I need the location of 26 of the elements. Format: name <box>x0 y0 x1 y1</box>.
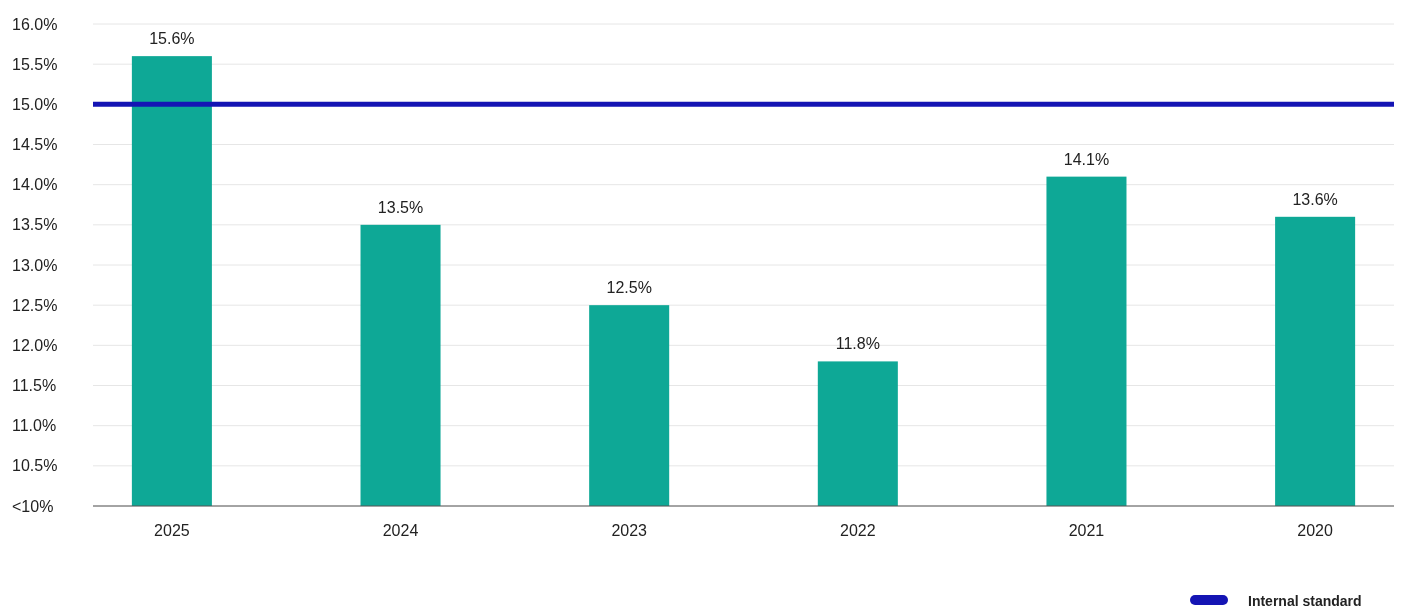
x-tick-label: 2020 <box>1297 522 1334 539</box>
x-tick-label: 2025 <box>154 522 190 539</box>
y-tick-label: 14.0% <box>12 176 58 194</box>
y-tick-label: 11.5% <box>12 377 57 395</box>
data-label: 12.5% <box>606 279 652 297</box>
data-label: 13.6% <box>1292 190 1338 208</box>
y-tick-label: 14.5% <box>12 136 58 154</box>
y-tick-label: 16.0% <box>12 15 58 33</box>
data-label: 14.1% <box>1063 150 1110 168</box>
y-tick-label: 11.0% <box>12 417 57 435</box>
data-label: 15.6% <box>149 30 195 48</box>
y-tick-label: 15.5% <box>12 55 58 73</box>
x-tick-label: 2022 <box>840 522 876 539</box>
y-tick-label: 12.0% <box>12 336 58 354</box>
y-tick-label: <10% <box>12 497 54 515</box>
x-tick-label: 2024 <box>382 522 419 539</box>
y-tick-label: 15.0% <box>12 95 58 113</box>
y-tick-label: 13.0% <box>12 256 58 274</box>
x-tick-label: 2021 <box>1068 522 1105 539</box>
data-label: 11.8% <box>835 335 880 353</box>
x-tick-label: 2023 <box>611 522 648 539</box>
y-tick-label: 10.5% <box>12 457 58 475</box>
data-label: 13.5% <box>377 198 424 216</box>
legend-label: Internal standard <box>1248 593 1362 609</box>
y-tick-label: 13.5% <box>12 216 58 234</box>
y-tick-label: 12.5% <box>12 296 58 314</box>
